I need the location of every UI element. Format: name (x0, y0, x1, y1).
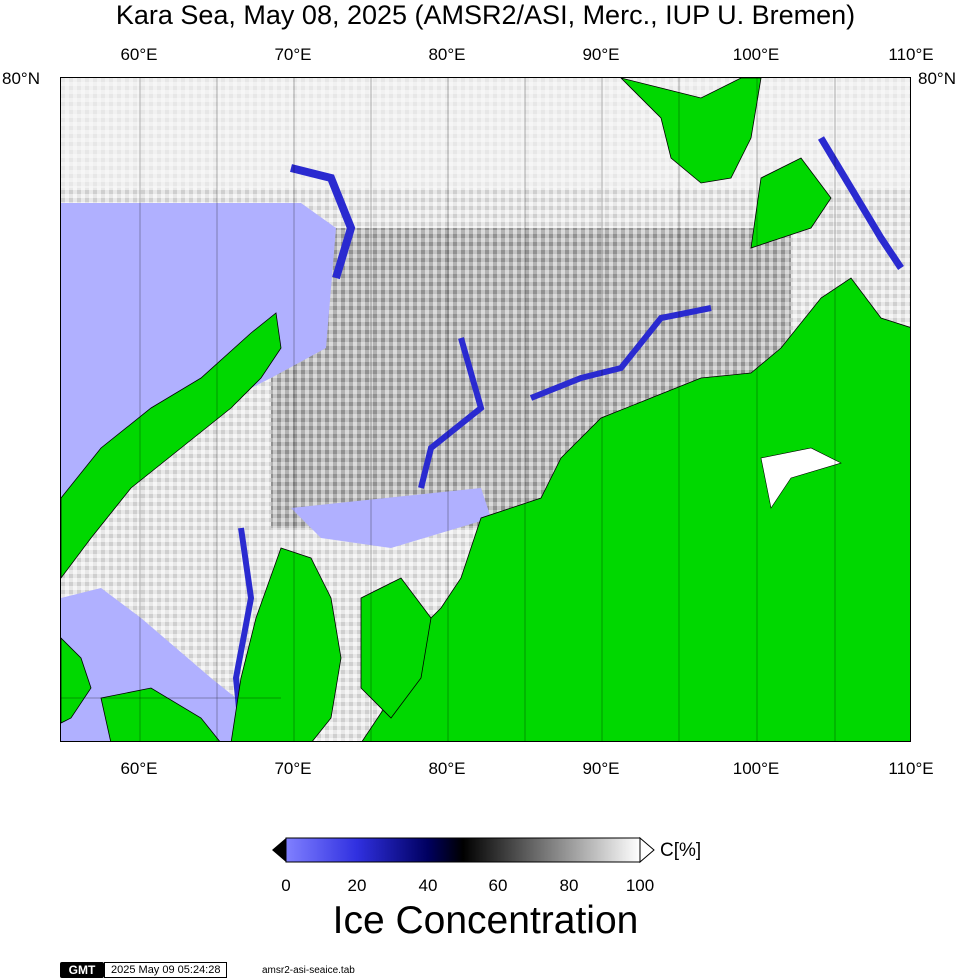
lon-label-top-60: 60°E (120, 45, 158, 64)
colorbar-tick-60: 60 (488, 876, 508, 895)
sea-ice-map (61, 78, 910, 741)
lon-label-bottom-60: 60°E (120, 759, 158, 778)
source-filename: amsr2-asi-seaice.tab (262, 965, 355, 976)
lat-label-left: 80°N (2, 69, 40, 88)
colorbar-tick-80: 80 (559, 876, 579, 895)
map-title: Kara Sea, May 08, 2025 (AMSR2/ASI, Merc.… (115, 0, 856, 30)
lon-label-top-80: 80°E (428, 45, 466, 64)
gmt-logo: GMT (60, 962, 104, 978)
lat-label-right: 80°N (918, 69, 956, 88)
land-severnaya-zemlya (620, 78, 762, 184)
lon-label-bottom-90: 90°E (582, 759, 620, 778)
lon-label-top-110: 110°E (888, 45, 934, 64)
colorbar-unit: C[%] (660, 840, 702, 861)
graticule (61, 78, 836, 741)
colorbar-tick-40: 40 (418, 876, 438, 895)
lon-label-bottom-100: 100°E (732, 759, 780, 778)
open-water-barents (61, 203, 336, 498)
land-yamal (230, 547, 342, 741)
timestamp: 2025 May 09 05:24:28 (104, 962, 228, 978)
map-panel[interactable] (60, 77, 911, 742)
lon-label-bottom-70: 70°E (274, 759, 312, 778)
lon-label-bottom-80: 80°E (428, 759, 466, 778)
colorbar-tick-0: 0 (281, 876, 291, 895)
colorbar-tick-20: 20 (347, 876, 367, 895)
lon-label-top-70: 70°E (274, 45, 312, 64)
lon-label-top-100: 100°E (732, 45, 780, 64)
lon-label-bottom-110: 110°E (888, 759, 934, 778)
open-water-ob-gulf (291, 488, 491, 548)
colorbar (272, 836, 655, 864)
land-novaya-zemlya (61, 312, 282, 579)
colorbar-tick-100: 100 (625, 876, 655, 895)
lon-label-top-90: 90°E (582, 45, 620, 64)
land-gydan (360, 577, 432, 719)
colorbar-title: Ice Concentration (332, 899, 639, 942)
